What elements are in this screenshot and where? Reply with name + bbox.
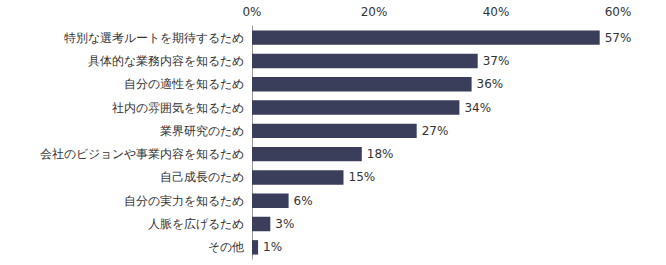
svg-text:3%: 3% [275, 217, 294, 231]
svg-text:社内の雰囲気を知るため: 社内の雰囲気を知るため [112, 101, 244, 115]
svg-text:自分の実力を知るため: 自分の実力を知るため [124, 194, 244, 208]
svg-text:具体的な業務内容を知るため: 具体的な業務内容を知るため [88, 54, 244, 68]
svg-text:特別な選考ルートを期待するため: 特別な選考ルートを期待するため [64, 31, 244, 45]
svg-text:6%: 6% [294, 194, 313, 208]
svg-text:15%: 15% [349, 170, 376, 184]
svg-text:18%: 18% [367, 147, 394, 161]
svg-text:会社のビジョンや事業内容を知るため: 会社のビジョンや事業内容を知るため [40, 147, 244, 161]
svg-text:その他: その他 [208, 240, 244, 254]
svg-text:20%: 20% [361, 5, 388, 19]
svg-text:57%: 57% [605, 31, 632, 45]
svg-text:自己成長のため: 自己成長のため [160, 170, 244, 184]
svg-text:0%: 0% [242, 5, 261, 19]
svg-text:40%: 40% [483, 5, 510, 19]
svg-text:27%: 27% [422, 124, 449, 138]
svg-text:1%: 1% [263, 240, 282, 254]
svg-text:37%: 37% [483, 54, 510, 68]
svg-text:業界研究のため: 業界研究のため [160, 124, 244, 138]
svg-text:34%: 34% [464, 101, 491, 115]
svg-text:人脈を広げるため: 人脈を広げるため [148, 217, 244, 231]
svg-text:自分の適性を知るため: 自分の適性を知るため [124, 77, 244, 91]
svg-text:60%: 60% [605, 5, 632, 19]
svg-text:36%: 36% [477, 77, 504, 91]
